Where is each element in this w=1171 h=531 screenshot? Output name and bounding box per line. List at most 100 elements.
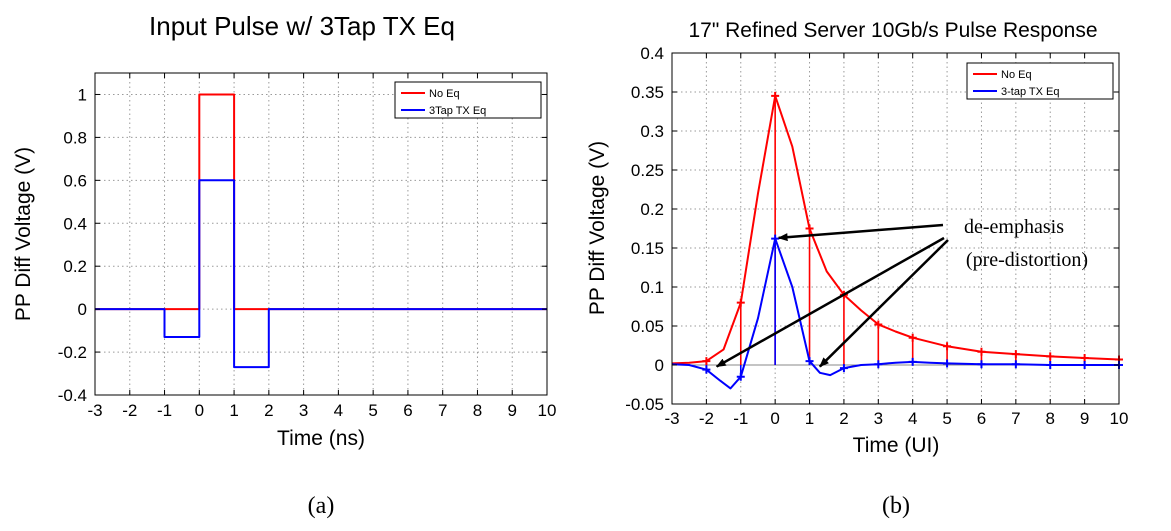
sample-marker <box>805 224 814 233</box>
chart-b-legend: No Eq 3-tap TX Eq <box>966 62 1114 100</box>
x-tick-label: 4 <box>908 409 917 428</box>
x-tick-label: 2 <box>264 401 273 420</box>
sample-marker <box>908 357 917 366</box>
y-tick-label: -0.2 <box>58 343 87 362</box>
chart-a-ticks: -3 -2 -1 0 1 2 3 4 5 6 7 8 9 10 -0.4 -0.2 0 0.2 0.4 0.6 0.8 1 <box>58 73 557 420</box>
x-tick-label: 5 <box>368 401 377 420</box>
annotation-line-1: de-emphasis <box>964 216 1064 238</box>
x-tick-label: -3 <box>87 401 102 420</box>
y-tick-label: 0 <box>78 300 87 319</box>
sample-marker <box>874 360 883 369</box>
x-tick-label: 7 <box>1011 409 1020 428</box>
x-tick-label: 6 <box>977 409 986 428</box>
sample-marker <box>839 364 848 373</box>
x-tick-label: -1 <box>157 401 172 420</box>
y-tick-label: 0.4 <box>640 44 664 63</box>
x-tick-label: -1 <box>733 409 748 428</box>
legend-label: 3-tap TX Eq <box>1001 86 1060 98</box>
chart-a-panel-label: (a) <box>308 493 335 519</box>
chart-b-ylabel: PP Diff Voltage (V) <box>586 141 609 315</box>
legend-label: No Eq <box>429 88 460 100</box>
x-tick-label: 7 <box>438 401 447 420</box>
y-tick-label: 1 <box>78 85 87 104</box>
sample-marker <box>771 91 780 100</box>
y-tick-label: 0.3 <box>640 122 664 141</box>
chart-panel-a: Input Pulse w/ 3Tap TX Eq -3 -2 -1 0 1 2 3 4 5 6 7… <box>12 11 556 519</box>
x-tick-label: -2 <box>699 409 714 428</box>
sample-marker <box>977 347 986 356</box>
y-tick-label: -0.4 <box>58 386 87 405</box>
x-tick-label: 1 <box>229 401 238 420</box>
sample-marker <box>874 320 883 329</box>
x-tick-label: 3 <box>874 409 883 428</box>
y-tick-label: 0.2 <box>640 200 664 219</box>
x-tick-label: 2 <box>839 409 848 428</box>
sample-marker <box>1046 361 1055 369</box>
chart-a-title: Input Pulse w/ 3Tap TX Eq <box>149 11 455 41</box>
y-tick-label: 0.05 <box>631 317 664 336</box>
sample-marker <box>943 359 952 368</box>
chart-b-frame <box>671 52 1120 405</box>
x-tick-label: 8 <box>473 401 482 420</box>
annotation-arrow <box>818 239 949 368</box>
x-tick-label: 10 <box>1110 409 1129 428</box>
x-tick-label: 9 <box>1080 409 1089 428</box>
y-tick-label: 0.15 <box>631 239 664 258</box>
y-tick-label: 0.35 <box>631 83 664 102</box>
x-tick-label: 5 <box>942 409 951 428</box>
chart-b-xlabel: Time (UI) <box>853 434 940 457</box>
sample-marker <box>1011 360 1020 369</box>
chart-a-frame <box>94 72 548 396</box>
chart-a-series <box>95 93 547 369</box>
chart-a-xlabel: Time (ns) <box>277 427 365 450</box>
y-tick-label: 0.4 <box>63 214 87 233</box>
chart-panel-b: 17" Refined Server 10Gb/s Pulse Response… <box>586 19 1128 519</box>
chart-b-ticks: -3 -2 -1 0 1 2 3 4 5 6 7 8 9 10 -0.05 0 0.05 0.1 0.15 0.2 0.… <box>625 44 1128 428</box>
y-tick-label: 0.25 <box>631 161 664 180</box>
x-tick-label: 8 <box>1045 409 1054 428</box>
chart-a-ylabel: PP Diff Voltage (V) <box>12 147 35 321</box>
y-tick-label: 0.1 <box>640 278 664 297</box>
x-tick-label: 9 <box>507 401 516 420</box>
sample-marker <box>1080 353 1089 362</box>
chart-a-legend: No Eq 3Tap TX Eq <box>394 81 542 119</box>
series-line-1 <box>95 93 547 311</box>
sample-marker <box>977 360 986 369</box>
x-tick-label: 4 <box>334 401 343 420</box>
legend-label: No Eq <box>1001 69 1032 81</box>
sample-marker <box>1080 361 1089 369</box>
y-tick-label: 0 <box>655 356 664 375</box>
x-tick-label: 10 <box>538 401 557 420</box>
annotation-arrow <box>777 223 944 242</box>
sample-marker <box>943 342 952 351</box>
chart-b-series <box>671 91 1123 390</box>
x-tick-label: 1 <box>805 409 814 428</box>
x-tick-label: -2 <box>122 401 137 420</box>
sample-marker <box>1011 350 1020 359</box>
sample-marker <box>908 333 917 342</box>
x-tick-label: -3 <box>664 409 679 428</box>
chart-b-annotation: de-emphasis (pre-distortion) <box>715 216 1088 368</box>
y-tick-label: 0.2 <box>63 257 87 276</box>
legend-box <box>966 62 1114 100</box>
x-tick-label: 6 <box>403 401 412 420</box>
sample-marker <box>1046 352 1055 361</box>
x-tick-label: 0 <box>195 401 204 420</box>
sample-marker <box>805 357 814 366</box>
annotation-line-2: (pre-distortion) <box>966 249 1088 271</box>
legend-label: 3Tap TX Eq <box>429 105 486 117</box>
series-line-2 <box>95 179 547 369</box>
chart-b-panel-label: (b) <box>882 493 910 519</box>
x-tick-label: 0 <box>770 409 779 428</box>
sample-marker <box>736 372 745 381</box>
chart-a-plot-area <box>95 73 547 395</box>
y-tick-label: 0.6 <box>63 171 87 190</box>
series-line-2 <box>671 237 1119 390</box>
y-tick-label: -0.05 <box>625 395 664 414</box>
sample-marker <box>736 298 745 307</box>
annotation-arrow <box>715 236 945 368</box>
chart-b-title: 17" Refined Server 10Gb/s Pulse Response <box>688 19 1097 42</box>
sample-marker <box>702 365 711 374</box>
y-tick-label: 0.8 <box>63 128 87 147</box>
